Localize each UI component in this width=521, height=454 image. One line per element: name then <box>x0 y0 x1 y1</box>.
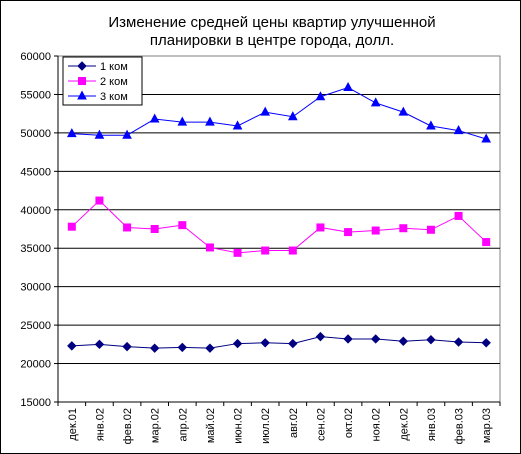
series-layer <box>66 81 492 353</box>
legend-marker <box>77 61 87 71</box>
data-point <box>315 331 326 342</box>
data-point <box>260 338 270 348</box>
data-point <box>426 225 435 234</box>
y-tick-label: 30000 <box>20 282 51 294</box>
data-point <box>288 338 298 349</box>
data-point <box>177 342 188 353</box>
legend-label: 1 ком <box>100 61 128 73</box>
data-point <box>205 243 214 252</box>
data-point <box>177 116 188 126</box>
data-point <box>66 128 77 138</box>
data-point <box>232 120 243 130</box>
data-point <box>482 238 491 247</box>
data-point <box>426 120 436 130</box>
data-point <box>149 343 160 353</box>
y-tick-label: 15000 <box>20 397 51 409</box>
data-point <box>344 228 353 237</box>
data-point <box>370 97 381 107</box>
y-tick-label: 20000 <box>20 359 51 371</box>
data-point <box>122 341 132 352</box>
data-point <box>94 129 105 139</box>
legend-item: 2 ком <box>68 76 128 88</box>
y-axis-ticks: 15000 20000 25000 30000 35000 40000 45000 50000… <box>20 51 59 409</box>
x-tick-label: янв.03 <box>426 408 438 441</box>
data-point <box>343 81 353 92</box>
data-point <box>149 113 160 123</box>
legend-item: 1 ком <box>68 61 128 73</box>
data-point <box>398 336 409 346</box>
data-point <box>150 225 159 233</box>
data-point <box>67 222 76 231</box>
plot-area <box>57 55 501 403</box>
legend-item: 3 ком <box>68 90 128 103</box>
x-tick-label: ноя.02 <box>371 408 383 441</box>
data-point <box>315 91 326 101</box>
x-tick-label: янв.02 <box>94 408 106 441</box>
data-point <box>481 338 491 348</box>
y-tick-label: 40000 <box>20 205 51 217</box>
x-tick-label: сен.02 <box>315 408 327 441</box>
data-point <box>453 125 464 135</box>
data-point <box>233 248 242 257</box>
y-tick-label: 50000 <box>20 128 51 140</box>
data-point <box>67 341 77 351</box>
y-tick-label: 55000 <box>20 89 51 101</box>
series-line <box>71 336 487 349</box>
legend-label: 2 ком <box>100 76 128 88</box>
data-point <box>481 133 492 143</box>
y-tick-label: 25000 <box>20 320 51 332</box>
y-tick-label: 60000 <box>20 51 51 63</box>
x-tick-label: май.02 <box>205 408 217 443</box>
data-point <box>232 338 243 349</box>
data-point <box>343 334 353 344</box>
x-tick-label: дек.02 <box>398 408 410 441</box>
data-point <box>453 337 464 347</box>
series-1 <box>67 331 491 353</box>
data-point <box>260 106 271 116</box>
x-axis-ticks: дек.01 янв.02 фев.02 мар.02 апр.02 май.02 июн.… <box>57 401 501 444</box>
x-tick-label: фев.03 <box>454 408 466 444</box>
data-point <box>94 339 105 350</box>
data-point <box>454 211 463 220</box>
x-tick-label: июн.02 <box>233 408 245 444</box>
legend-marker <box>77 90 87 100</box>
y-tick-label: 35000 <box>20 243 51 255</box>
legend-marker <box>78 77 86 85</box>
data-point <box>287 111 298 121</box>
legend-label: 3 ком <box>100 91 128 103</box>
x-tick-label: фев.02 <box>122 408 134 444</box>
data-point <box>426 335 436 345</box>
chart-title: Изменение средней цены квартир улучшенно… <box>108 14 435 31</box>
data-point <box>261 246 270 255</box>
data-point <box>370 334 381 344</box>
data-point <box>316 223 325 232</box>
series-line <box>71 86 487 140</box>
series-2 <box>67 196 491 257</box>
data-point <box>398 106 409 116</box>
series-3 <box>66 81 492 143</box>
data-point <box>178 221 187 230</box>
chart-subtitle: планировки в центре города, долл. <box>150 32 394 49</box>
data-point <box>205 116 215 126</box>
data-point <box>371 226 380 235</box>
x-tick-label: июл.02 <box>260 408 272 444</box>
x-tick-label: окт.02 <box>343 408 355 438</box>
x-tick-label: мар.03 <box>481 408 493 443</box>
x-tick-label: апр.02 <box>177 408 189 441</box>
data-point <box>205 343 215 353</box>
data-point <box>399 224 408 233</box>
x-tick-label: авг.02 <box>288 408 300 438</box>
x-tick-label: мар.02 <box>150 408 162 443</box>
data-point <box>122 129 132 139</box>
data-point <box>123 223 132 232</box>
data-point <box>95 196 104 205</box>
y-tick-label: 45000 <box>20 166 51 178</box>
data-point <box>288 246 297 255</box>
x-tick-label: дек.01 <box>67 408 79 441</box>
gridlines <box>58 93 500 365</box>
series-line <box>71 199 487 254</box>
legend: 1 ком 2 ком 3 ком <box>62 56 143 106</box>
